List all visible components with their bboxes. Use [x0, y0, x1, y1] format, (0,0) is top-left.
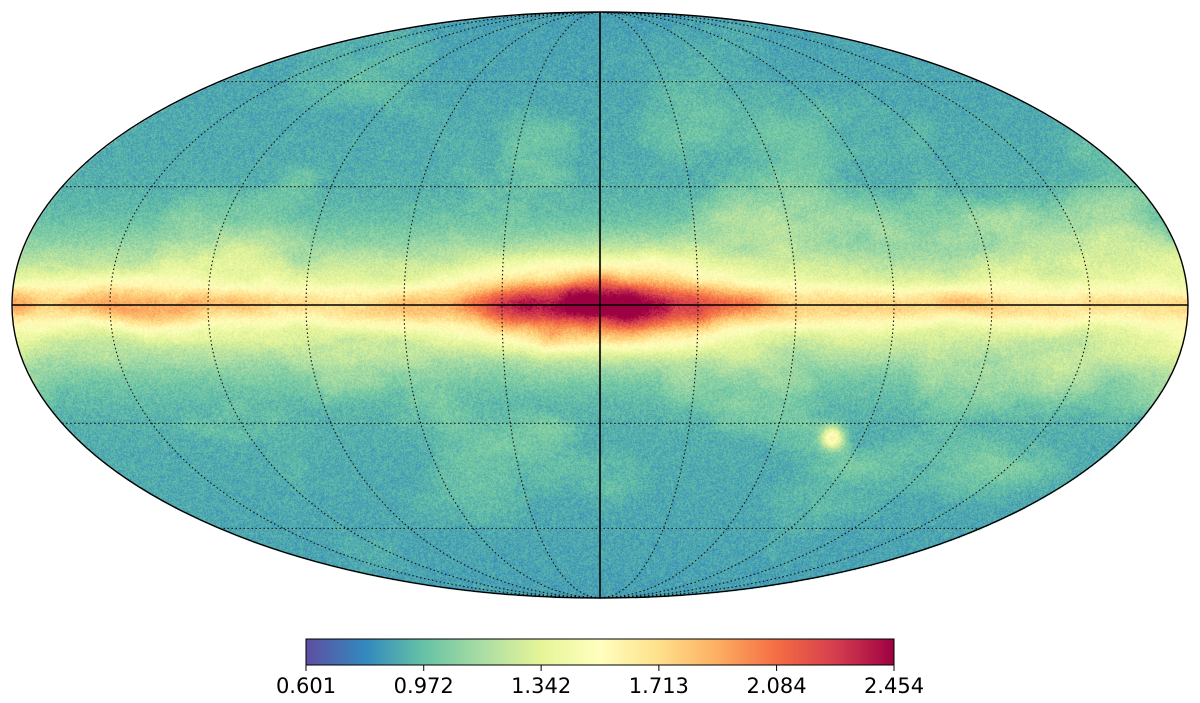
colorbar-tick-label: 0.601 [276, 674, 336, 698]
colorbar-tick-label: 1.713 [629, 674, 689, 698]
colorbar-tick-label: 1.342 [511, 674, 571, 698]
map-boundary [11, 11, 1189, 599]
colorbar-gradient [305, 638, 895, 666]
colorbar-tick-label: 0.972 [394, 674, 454, 698]
colorbar-tick-label: 2.454 [864, 674, 924, 698]
colorbar-ticks: 0.601 0.972 1.342 1.713 2.084 2.454 [276, 665, 924, 698]
colorbar-tick-label: 2.084 [747, 674, 807, 698]
colorbar: 0.601 0.972 1.342 1.713 2.084 2.454 [276, 638, 924, 698]
